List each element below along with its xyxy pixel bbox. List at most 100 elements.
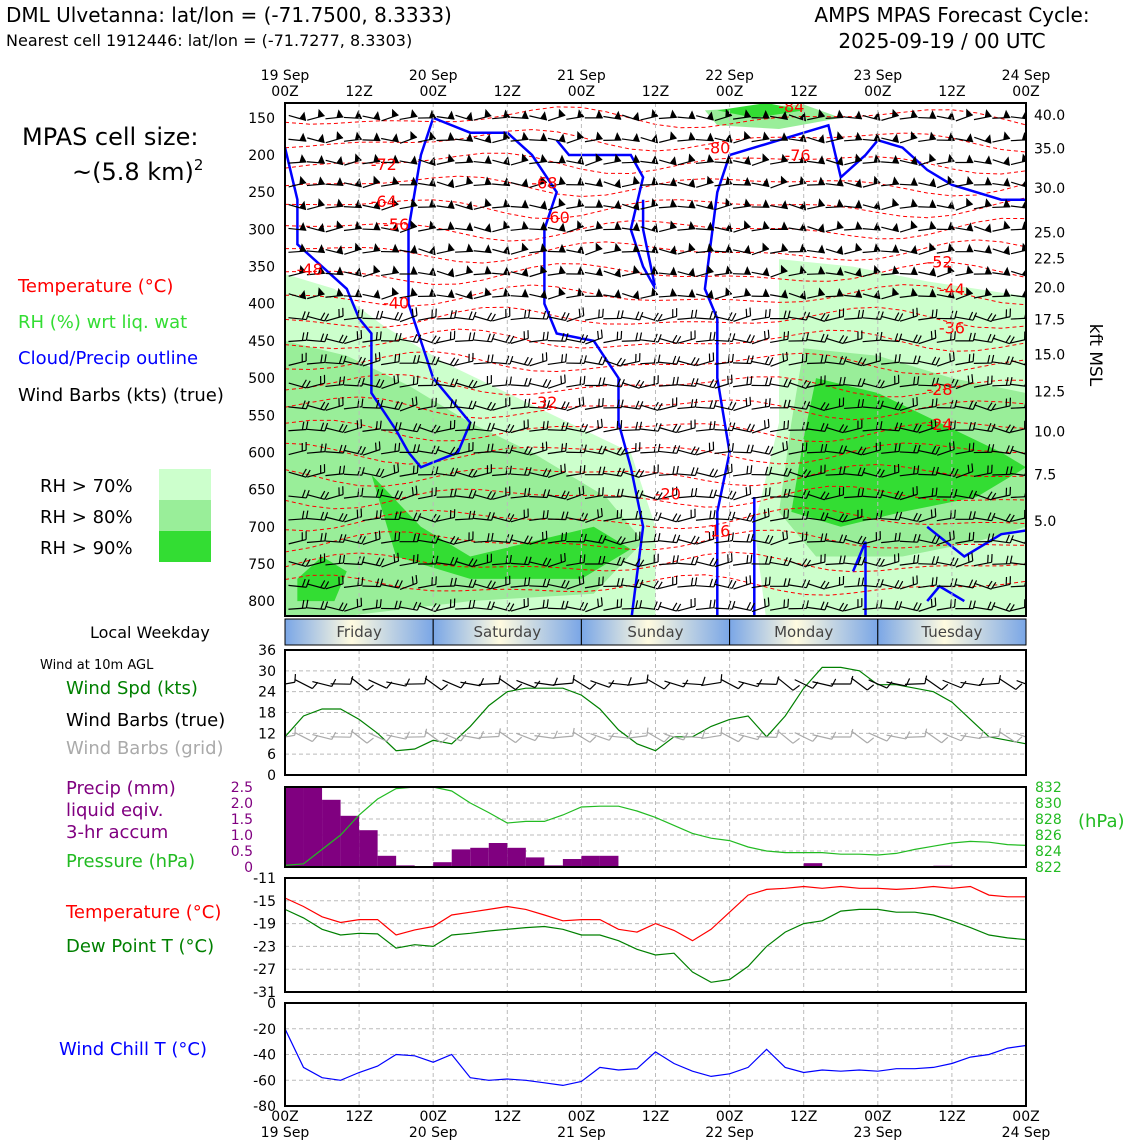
wind-barb-feather (783, 510, 786, 519)
wind-barb-shaft (973, 606, 992, 611)
surface-wind-barb-feather (720, 727, 723, 736)
wind-barb-flag (577, 131, 584, 140)
wind-barb (677, 535, 700, 545)
wind-barb-feather (672, 398, 674, 407)
wind-barb-flag (317, 154, 325, 164)
wind-barb (640, 422, 662, 432)
wind-barb-feather (857, 310, 861, 319)
wind-barb (566, 155, 585, 165)
wind-barb-feather (767, 329, 770, 339)
wind-barb (436, 310, 457, 320)
wind-barb-flag (447, 178, 455, 188)
wind-barb-flag (484, 133, 492, 143)
wind-barb (603, 420, 623, 433)
surface-wind-barb (924, 677, 949, 691)
wind-barb (343, 220, 362, 232)
wind-barb-feather (950, 421, 952, 430)
wind-barb (918, 356, 941, 366)
wind-barb-shaft (733, 493, 751, 501)
wind-barb-shaft (714, 560, 733, 568)
wind-barb-shaft (455, 114, 473, 122)
surface-wind-barb (312, 731, 337, 741)
wind-barb-shaft (659, 427, 677, 434)
wind-barb-feather (524, 377, 528, 387)
wind-barb-feather (838, 309, 841, 318)
wind-barb (436, 419, 456, 433)
wind-barb (695, 489, 718, 499)
wind-barb-shaft (288, 360, 307, 366)
wind-barb-flag (836, 266, 844, 276)
wind-barb (566, 109, 585, 120)
wind-barb-feather (324, 354, 327, 363)
wind-barb-flag (799, 133, 807, 142)
wind-barb (529, 530, 548, 545)
wind-barb-shaft (806, 273, 826, 275)
wind-barb-shaft (325, 159, 344, 166)
wind-barb-feather (713, 331, 716, 341)
precip-bar (359, 830, 378, 867)
wind-barb-feather (338, 355, 343, 364)
wind-barb-feather (342, 376, 346, 385)
wind-barb-feather (600, 507, 603, 517)
wind-barb (825, 198, 844, 209)
wind-barb (992, 177, 1011, 187)
wind-barb-flag (577, 287, 585, 296)
wind-barb-shaft (677, 181, 696, 188)
wind-barb-feather (431, 356, 436, 365)
wind-barb-shaft (473, 540, 492, 543)
wind-barb-shaft (788, 203, 807, 211)
wind-barb (992, 220, 1011, 232)
wind-barb-shaft (566, 561, 585, 567)
wind-barb-flag (632, 132, 640, 142)
wind-barb-flag (336, 155, 344, 165)
wind-barb (603, 577, 624, 588)
wind-barb-feather (616, 467, 622, 476)
wind-barb-shaft (955, 450, 974, 455)
wind-barb-flag (855, 110, 863, 119)
wind-barb-feather (616, 399, 620, 408)
wind-barb (510, 577, 531, 588)
wind-barb-flag (669, 198, 677, 207)
wind-barb-feather (842, 555, 846, 564)
wind-barb-feather (546, 578, 551, 587)
kft-tick-label: 5.0 (1034, 514, 1056, 530)
wind-barb-feather (949, 442, 952, 451)
wind-barb-flag (966, 197, 973, 207)
wind-barb-shaft (844, 516, 862, 523)
wind-barb-feather (857, 535, 863, 544)
wind-barb-feather (600, 329, 603, 338)
wind-barb-feather (879, 380, 885, 389)
surface-wind-barb-shaft (498, 677, 516, 691)
wind-barb-shaft (381, 292, 399, 300)
wind-barb-feather (935, 466, 940, 476)
wind-barb-shaft (510, 384, 529, 387)
wind-barb-feather (342, 554, 346, 564)
wind-barb-shaft (344, 337, 362, 345)
wind-barb (473, 265, 492, 276)
wind-barb-flag (799, 265, 807, 274)
wind-barb-shaft (899, 159, 918, 166)
wind-barb-feather (824, 533, 828, 542)
wind-barb (325, 287, 344, 298)
wind-barb (862, 289, 881, 300)
wind-barb-feather (676, 445, 681, 454)
bottom-time-label: 12Z (642, 1109, 669, 1125)
wind-barb-shaft (677, 516, 696, 523)
wind-barb (844, 330, 863, 344)
wind-barb (455, 111, 473, 122)
wind-barb-shaft (733, 472, 751, 477)
wind-barb-feather (561, 600, 565, 609)
wind-barb (751, 534, 774, 545)
wind-barb-flag (892, 244, 900, 253)
wind-barb-shaft (899, 516, 918, 522)
wind-barb (881, 198, 899, 211)
wind-barb-flag (466, 200, 473, 210)
wind-barb (696, 111, 714, 121)
wind-barb-feather (523, 399, 527, 408)
wind-barb-feather (690, 331, 692, 340)
wind-barb-feather (472, 442, 474, 451)
wind-barb-shaft (955, 381, 973, 390)
wind-barb-feather (787, 578, 791, 587)
wind-barb (640, 401, 663, 412)
wind-barb-feather (375, 557, 381, 566)
